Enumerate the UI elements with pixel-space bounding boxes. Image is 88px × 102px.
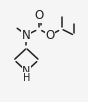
- Text: N: N: [22, 29, 31, 42]
- Text: O: O: [45, 29, 55, 42]
- Text: N: N: [22, 66, 31, 76]
- Text: H: H: [23, 73, 30, 83]
- Text: O: O: [34, 9, 43, 22]
